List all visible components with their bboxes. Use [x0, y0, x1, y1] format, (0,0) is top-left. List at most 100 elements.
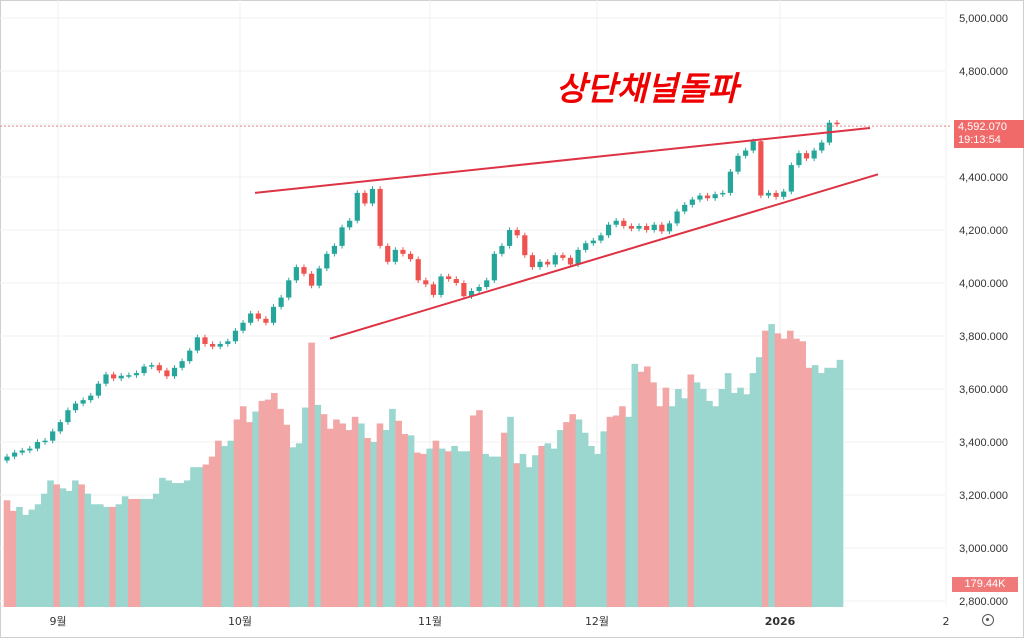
- candle-body: [743, 150, 749, 156]
- volume-bar: [364, 438, 371, 607]
- candle-body: [834, 122, 840, 125]
- candle-body: [12, 452, 18, 457]
- volume-bar: [40, 493, 48, 607]
- candle-body: [689, 199, 695, 205]
- candle-body: [392, 249, 398, 262]
- candle-body: [621, 220, 627, 227]
- candle-body: [567, 257, 574, 265]
- volume-bar: [830, 367, 838, 607]
- time-tick-label: 10월: [228, 615, 252, 628]
- candle-body: [415, 259, 421, 281]
- volume-bar: [413, 452, 421, 607]
- candle-body: [583, 243, 589, 250]
- volume-bar: [295, 443, 303, 607]
- volume-bar: [165, 480, 172, 607]
- candle-body: [19, 450, 25, 453]
- candle-body: [80, 400, 86, 404]
- candle-body: [164, 370, 170, 377]
- candle-body: [727, 171, 733, 193]
- candle-body: [149, 365, 155, 367]
- candle-body: [697, 195, 703, 200]
- candle-body: [34, 442, 41, 449]
- candle-body: [50, 431, 56, 441]
- candle-body: [438, 276, 444, 295]
- volume-bar: [681, 398, 688, 607]
- candle-body: [179, 361, 185, 368]
- volume-bar: [501, 432, 508, 607]
- volume-bar: [202, 464, 210, 607]
- candle-body: [187, 350, 193, 362]
- candle-body: [819, 142, 825, 151]
- volume-bar: [320, 414, 328, 607]
- candle-body: [194, 337, 200, 351]
- candle-body: [95, 383, 101, 396]
- candle-body: [788, 165, 794, 192]
- volume-bar: [345, 430, 353, 607]
- candle-body: [765, 192, 772, 196]
- price-tick-label: 2,800.000: [959, 596, 1008, 608]
- volume-bar: [47, 480, 54, 607]
- candle-body: [659, 224, 665, 232]
- volume-bar: [252, 411, 259, 607]
- volume-bar: [420, 453, 427, 607]
- volume-bar: [208, 456, 216, 607]
- candle-body: [545, 261, 551, 265]
- volume-bar: [824, 367, 831, 607]
- candle-body: [537, 261, 543, 268]
- candle-body: [156, 365, 162, 371]
- volume-bar: [476, 410, 483, 607]
- candle-body: [248, 313, 254, 323]
- volume-bar: [146, 498, 154, 607]
- current-volume-badge: 179.44K: [952, 577, 1018, 592]
- price-axis[interactable]: 5,000.0004,800.0004,600.0004,400.0004,20…: [959, 13, 1008, 608]
- candle-body: [324, 253, 330, 269]
- volume-bar: [183, 480, 191, 607]
- volume-bar: [438, 448, 446, 607]
- candle-body: [430, 284, 437, 295]
- candle-body: [446, 276, 452, 280]
- volume-bar: [196, 467, 204, 607]
- volume-bar: [836, 359, 844, 607]
- time-tick-label: 2026: [765, 615, 796, 628]
- volume-bar: [774, 333, 782, 607]
- time-axis[interactable]: 9월 10월 11월 12월 2026 2: [49, 615, 949, 628]
- volume-bar: [109, 506, 116, 607]
- volume-bar: [159, 477, 166, 607]
- candle-body: [354, 192, 360, 221]
- candle-body: [407, 253, 414, 260]
- volume-bar: [606, 416, 614, 607]
- candle-body: [385, 245, 391, 262]
- volume-bar: [693, 382, 701, 607]
- volume-bar: [631, 363, 639, 607]
- price-tick-label: 5,000.000: [959, 13, 1008, 25]
- candle-body: [476, 286, 482, 291]
- volume-bar: [538, 445, 545, 607]
- candle-body: [27, 448, 33, 451]
- volume-bar: [358, 423, 365, 607]
- settings-icon[interactable]: [982, 614, 994, 626]
- candle-body: [712, 194, 718, 199]
- volume-bar: [507, 416, 514, 607]
- volume-bar: [277, 408, 284, 607]
- upper-channel-line: [254, 126, 871, 194]
- volume-bar: [239, 406, 247, 607]
- candle-body: [171, 367, 178, 377]
- candle-body: [560, 255, 566, 258]
- candle-body: [369, 188, 376, 204]
- candle-body: [308, 273, 315, 286]
- volume-bar: [743, 394, 751, 607]
- candle-body: [575, 249, 581, 265]
- volume-bar: [258, 400, 266, 607]
- volume-bar: [90, 504, 98, 607]
- candle-body: [278, 297, 284, 307]
- volume-bar: [227, 440, 235, 607]
- lower-channel-line: [329, 173, 879, 340]
- candle-body: [750, 141, 756, 151]
- volume-bar: [556, 430, 564, 607]
- volume-bar: [513, 463, 521, 607]
- candle-body: [796, 153, 802, 166]
- volume-bar: [625, 416, 632, 607]
- volume-bar: [544, 443, 552, 607]
- price-tick-label: 4,800.000: [959, 66, 1008, 78]
